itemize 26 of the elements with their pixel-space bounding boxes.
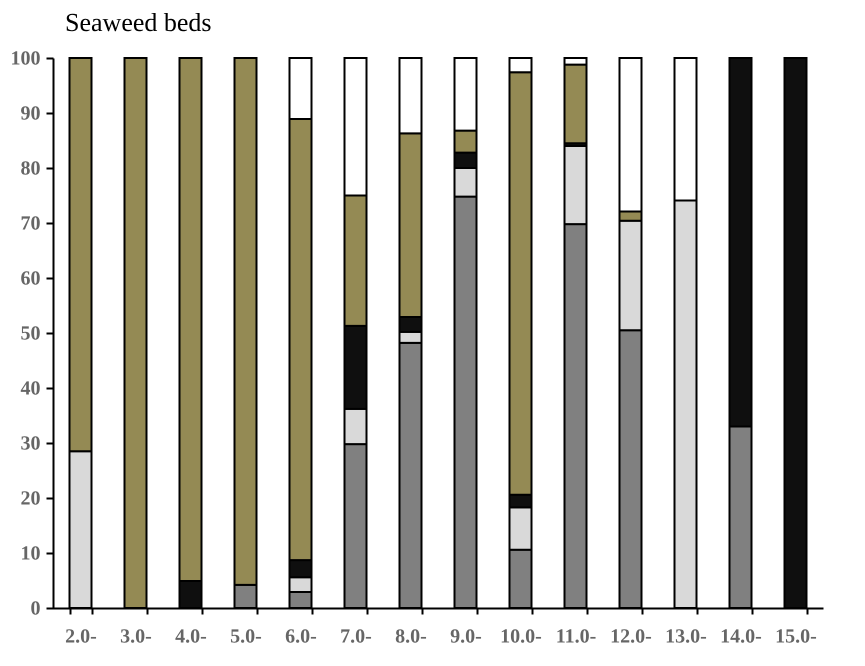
x-tick-label: 5.0- [230, 626, 262, 648]
x-tick-label: 14.0- [720, 626, 762, 648]
y-tick-label: 80 [20, 158, 40, 180]
y-tick-label: 0 [30, 598, 40, 620]
chart-title: Seaweed beds [65, 8, 212, 37]
y-tick-label: 70 [20, 212, 40, 234]
y-tick-label: 10 [20, 542, 40, 564]
x-tick-label: 6.0- [285, 626, 317, 648]
y-tick-label: 20 [20, 488, 40, 510]
y-tick-label: 100 [10, 48, 40, 70]
x-tick-label: 9.0- [450, 626, 482, 648]
x-tick-label: 15.0- [775, 626, 817, 648]
x-tick-label: 4.0- [175, 626, 207, 648]
x-tick-label: 11.0- [556, 626, 596, 648]
y-tick-label: 40 [20, 378, 40, 400]
x-tick-label: 8.0- [395, 626, 427, 648]
y-tick-label: 50 [20, 322, 40, 344]
x-tick-label: 13.0- [665, 626, 707, 648]
x-tick-label: 10.0- [500, 626, 542, 648]
y-tick-label: 90 [20, 102, 40, 124]
x-tick-label: 3.0- [120, 626, 152, 648]
x-tick-label: 12.0- [610, 626, 652, 648]
x-tick-label: 2.0- [65, 626, 97, 648]
y-tick-label: 30 [20, 432, 40, 454]
y-tick-label: 60 [20, 268, 40, 290]
x-tick-label: 7.0- [340, 626, 372, 648]
